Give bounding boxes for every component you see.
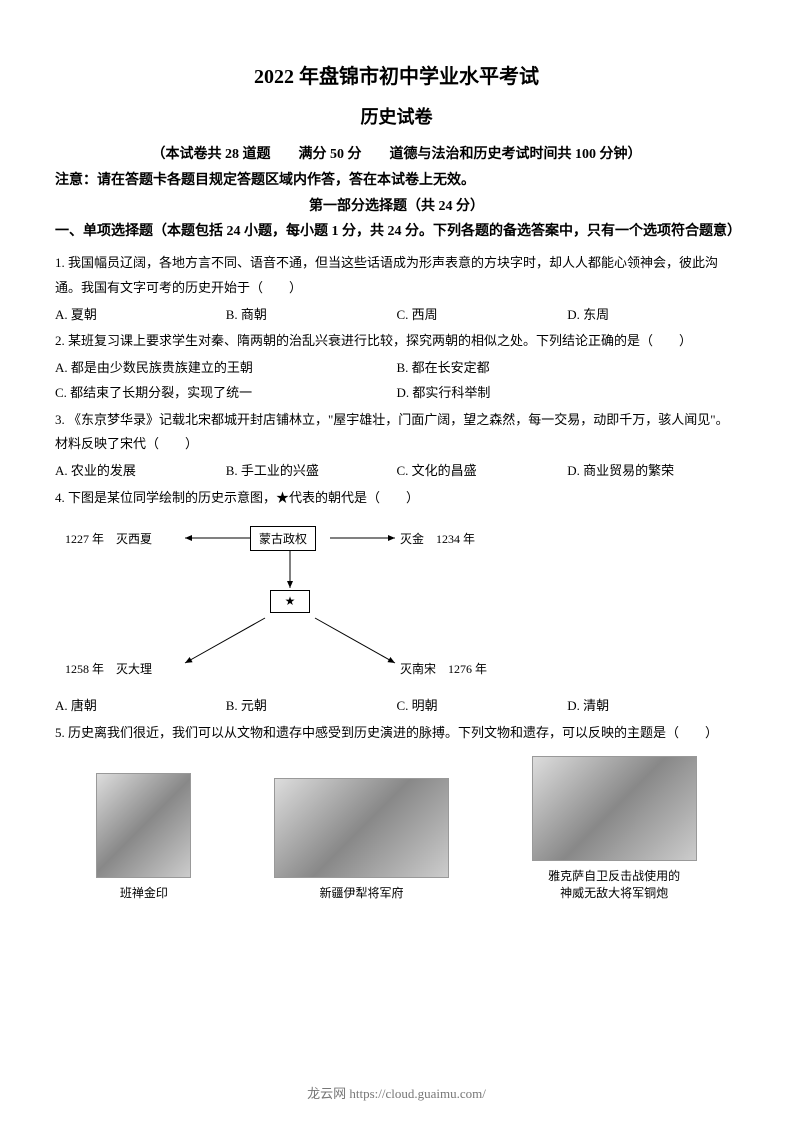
q2-option-c: C. 都结束了长期分裂，实现了统一 — [55, 381, 397, 406]
artifact-3-image — [532, 756, 697, 861]
artifact-2: 新疆伊犁将军府 — [274, 778, 449, 901]
section-header: 第一部分选择题（共 24 分） — [55, 195, 738, 215]
question-3-text: 3. 《东京梦华录》记载北宋都城开封店铺林立，"屋宇雄壮，门面广阔，望之森然，每… — [55, 408, 738, 457]
artifact-images-row: 班禅金印 新疆伊犁将军府 雅克萨自卫反击战使用的 神威无敌大将军铜炮 — [55, 756, 738, 901]
artifact-2-caption: 新疆伊犁将军府 — [274, 884, 449, 901]
q2-option-d: D. 都实行科举制 — [397, 381, 739, 406]
q3-option-c: C. 文化的昌盛 — [397, 459, 568, 484]
artifact-2-image — [274, 778, 449, 878]
question-3-options: A. 农业的发展 B. 手工业的兴盛 C. 文化的昌盛 D. 商业贸易的繁荣 — [55, 459, 738, 484]
artifact-1: 班禅金印 — [96, 773, 191, 901]
question-5-text: 5. 历史离我们很近，我们可以从文物和遗存中感受到历史演进的脉搏。下列文物和遗存… — [55, 721, 738, 746]
diagram-label-left-top: 1227 年 灭西夏 — [65, 530, 152, 547]
artifact-3-caption-line2: 神威无敌大将军铜炮 — [532, 884, 697, 901]
q4-option-c: C. 明朝 — [397, 694, 568, 719]
question-2-text: 2. 某班复习课上要求学生对秦、隋两朝的治乱兴衰进行比较，探究两朝的相似之处。下… — [55, 329, 738, 354]
question-4-text: 4. 下图是某位同学绘制的历史示意图，★代表的朝代是（ ） — [55, 486, 738, 511]
diagram-label-left-bottom: 1258 年 灭大理 — [65, 660, 152, 677]
q1-option-b: B. 商朝 — [226, 303, 397, 328]
exam-info: （本试卷共 28 道题 满分 50 分 道德与法治和历史考试时间共 100 分钟… — [55, 143, 738, 163]
q3-option-a: A. 农业的发展 — [55, 459, 226, 484]
q1-option-d: D. 东周 — [567, 303, 738, 328]
question-1-options: A. 夏朝 B. 商朝 C. 西周 D. 东周 — [55, 303, 738, 328]
diagram-top-box: 蒙古政权 — [250, 526, 316, 551]
q4-option-d: D. 清朝 — [567, 694, 738, 719]
question-2-options: A. 都是由少数民族贵族建立的王朝 B. 都在长安定都 C. 都结束了长期分裂，… — [55, 356, 738, 405]
q3-option-b: B. 手工业的兴盛 — [226, 459, 397, 484]
artifact-1-caption: 班禅金印 — [96, 884, 191, 901]
diagram-star-box: ★ — [270, 590, 310, 613]
question-4-options: A. 唐朝 B. 元朝 C. 明朝 D. 清朝 — [55, 694, 738, 719]
q4-option-a: A. 唐朝 — [55, 694, 226, 719]
question-1-text: 1. 我国幅员辽阔，各地方言不同、语音不通，但当这些话语成为形声表意的方块字时，… — [55, 251, 738, 300]
diagram-label-right-top: 灭金 1234 年 — [400, 530, 475, 547]
artifact-1-image — [96, 773, 191, 878]
artifact-3-caption-line1: 雅克萨自卫反击战使用的 — [532, 867, 697, 884]
artifact-3: 雅克萨自卫反击战使用的 神威无敌大将军铜炮 — [532, 756, 697, 901]
q2-option-a: A. 都是由少数民族贵族建立的王朝 — [55, 356, 397, 381]
exam-notice: 注意：请在答题卡各题目规定答题区域内作答，答在本试卷上无效。 — [55, 169, 738, 189]
q1-option-a: A. 夏朝 — [55, 303, 226, 328]
q1-option-c: C. 西周 — [397, 303, 568, 328]
q2-option-b: B. 都在长安定都 — [397, 356, 739, 381]
diagram-label-right-bottom: 灭南宋 1276 年 — [400, 660, 487, 677]
q3-option-d: D. 商业贸易的繁荣 — [567, 459, 738, 484]
exam-title-main: 2022 年盘锦市初中学业水平考试 — [55, 60, 738, 89]
history-diagram: 蒙古政权 ★ 1227 年 灭西夏 灭金 1234 年 1258 年 灭大理 灭… — [55, 518, 555, 688]
page-footer: 龙云网 https://cloud.guaimu.com/ — [0, 1083, 793, 1102]
exam-title-sub: 历史试卷 — [55, 103, 738, 129]
section-instruction: 一、单项选择题（本题包括 24 小题，每小题 1 分，共 24 分。下列各题的备… — [55, 221, 738, 243]
q4-option-b: B. 元朝 — [226, 694, 397, 719]
